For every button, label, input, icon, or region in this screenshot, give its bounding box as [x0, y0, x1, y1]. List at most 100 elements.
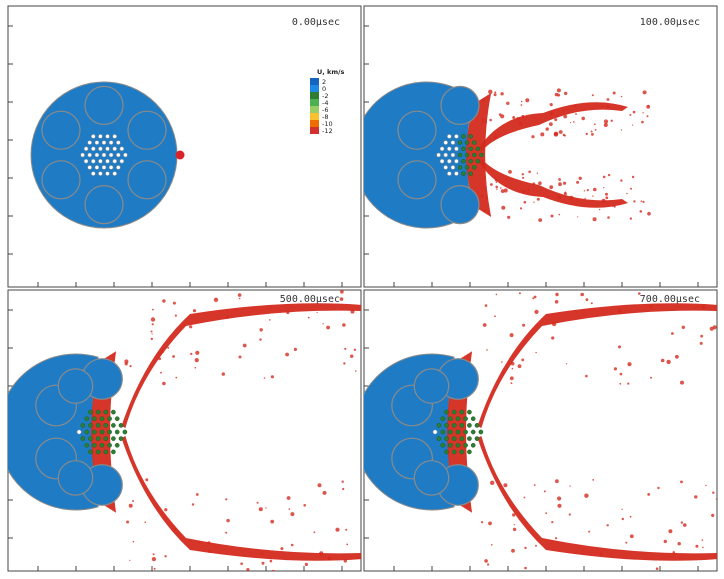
lattice-cell	[479, 152, 484, 158]
debris-fragment	[601, 105, 604, 108]
debris-fragment	[303, 504, 307, 507]
debris-fragment	[549, 122, 553, 126]
debris-fragment	[583, 190, 586, 192]
debris-fragment	[124, 359, 129, 364]
debris-fragment	[194, 366, 197, 369]
debris-fragment	[128, 503, 133, 508]
lattice-cell	[450, 165, 456, 170]
debris-fragment	[642, 90, 647, 95]
lattice-cell	[80, 436, 86, 441]
debris-fragment	[584, 576, 586, 578]
lattice-cell	[448, 442, 453, 448]
embedded-rod	[84, 85, 124, 126]
lattice-cell	[91, 158, 96, 164]
debris-fragment	[625, 541, 628, 544]
debris-fragment	[195, 493, 199, 496]
embedded-rod	[413, 460, 450, 496]
debris-fragment	[647, 493, 651, 496]
debris-fragment	[484, 559, 488, 563]
lattice-cell	[439, 158, 445, 164]
debris-fragment	[509, 333, 514, 338]
debris-fragment	[225, 531, 228, 534]
debris-fragment	[564, 91, 568, 96]
lattice-cell	[447, 134, 452, 139]
debris-fragment	[199, 549, 201, 551]
debris-fragment	[580, 292, 584, 297]
debris-fragment	[642, 200, 645, 203]
debris-fragment	[270, 519, 275, 524]
lattice-cell	[464, 152, 470, 158]
debris-fragment	[683, 523, 687, 527]
debris-fragment	[562, 133, 566, 137]
lattice-cell	[443, 152, 448, 158]
lattice-cell	[436, 423, 442, 428]
lattice-cell	[94, 140, 100, 145]
debris-fragment	[501, 361, 503, 363]
debris-fragment	[482, 323, 487, 327]
embedded-rod	[57, 460, 94, 496]
debris-fragment	[494, 133, 497, 136]
debris-fragment	[660, 358, 665, 363]
debris-fragment	[578, 176, 582, 180]
debris-fragment	[699, 341, 703, 345]
debris-fragment	[511, 367, 514, 370]
lattice-cell	[451, 436, 457, 441]
color-legend: U, km/s 2 0 -2 -4 -6 -8 -10 -12	[310, 68, 344, 135]
legend-label-6: -10	[322, 120, 333, 128]
debris-fragment	[164, 555, 167, 558]
debris-fragment	[601, 198, 606, 203]
debris-fragment	[517, 364, 522, 369]
lattice-cell	[111, 449, 116, 455]
lattice-cell	[98, 171, 103, 176]
debris-fragment	[558, 213, 561, 216]
debris-fragment	[626, 192, 628, 195]
lattice-cell	[454, 146, 459, 152]
debris-fragment	[629, 534, 634, 539]
debris-fragment	[540, 132, 545, 137]
lattice-cell	[84, 429, 90, 435]
debris-fragment	[719, 285, 721, 287]
debris-fragment	[557, 496, 562, 501]
debris-fragment	[164, 508, 168, 512]
debris-fragment	[491, 544, 493, 546]
lattice-cell	[87, 152, 92, 158]
lattice-cell	[443, 140, 448, 145]
debris-fragment	[518, 121, 523, 126]
lattice-cell	[87, 140, 92, 145]
debris-fragment	[151, 323, 154, 326]
debris-fragment	[153, 567, 156, 570]
debris-fragment	[553, 132, 559, 137]
debris-fragment	[536, 197, 540, 201]
legend-label-4: -6	[322, 106, 328, 114]
debris-fragment	[129, 559, 131, 562]
lattice-cell	[467, 449, 472, 455]
lattice-cell	[105, 146, 110, 152]
debris-fragment	[570, 122, 572, 124]
lattice-cell	[468, 134, 473, 139]
lattice-cell	[468, 158, 473, 164]
debris-fragment	[647, 211, 651, 216]
debris-fragment	[605, 196, 609, 200]
panel-content	[364, 285, 721, 578]
debris-fragment	[495, 185, 499, 189]
debris-fragment	[512, 513, 516, 517]
lattice-cell	[87, 165, 92, 170]
debris-fragment	[237, 293, 242, 297]
debris-fragment	[505, 178, 508, 181]
debris-fragment	[495, 181, 498, 183]
lattice-cell	[451, 409, 457, 415]
debris-fragment	[536, 172, 539, 174]
debris-fragment	[503, 188, 508, 193]
debris-fragment	[591, 133, 594, 136]
debris-fragment	[620, 129, 623, 131]
lattice-cell	[111, 436, 116, 441]
debris-fragment	[538, 218, 543, 223]
debris-fragment	[694, 495, 698, 499]
debris-fragment	[198, 542, 201, 544]
debris-fragment	[646, 115, 649, 118]
debris-fragment	[701, 539, 704, 541]
panel-0	[7, 5, 362, 288]
debris-fragment	[500, 187, 502, 189]
debris-fragment	[700, 334, 704, 338]
debris-fragment	[285, 352, 289, 357]
